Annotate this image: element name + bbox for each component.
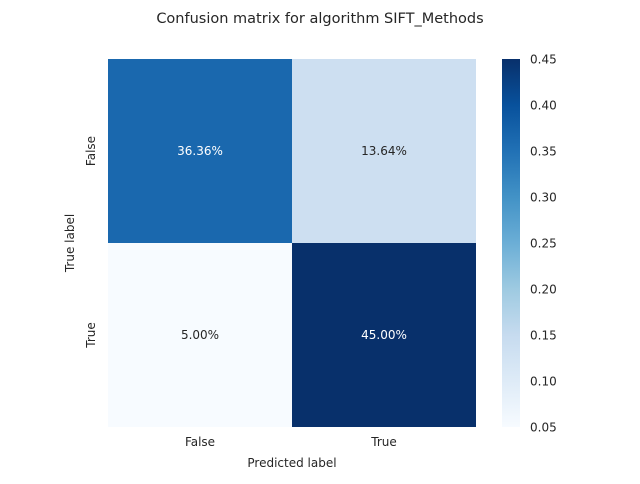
- x-axis-ticks: False True: [185, 435, 397, 449]
- chart-title: Confusion matrix for algorithm SIFT_Meth…: [156, 11, 483, 27]
- colorbar: [502, 59, 520, 427]
- heatmap-cell-0-0: [108, 59, 292, 243]
- heatmap-cell-1-1: [292, 243, 476, 427]
- colorbar-tick-label-8: 0.45: [530, 53, 557, 67]
- heatmap-cell-labels: 36.36% 13.64% 5.00% 45.00%: [177, 144, 407, 342]
- heatmap-cells: [108, 59, 476, 427]
- x-tick-label-0: False: [185, 435, 215, 449]
- y-tick-label-0: False: [84, 136, 98, 166]
- colorbar-tick-label-7: 0.40: [530, 99, 557, 113]
- y-axis-ticks: False True: [84, 136, 98, 349]
- cell-label-1-1: 45.00%: [361, 328, 407, 342]
- y-tick-label-1: True: [84, 322, 98, 349]
- heatmap-cell-0-1: [292, 59, 476, 243]
- x-axis-label: Predicted label: [247, 456, 336, 470]
- colorbar-tick-label-2: 0.15: [530, 329, 557, 343]
- colorbar-tick-label-1: 0.10: [530, 375, 557, 389]
- colorbar-tick-label-3: 0.20: [530, 283, 557, 297]
- x-tick-label-1: True: [370, 435, 397, 449]
- cell-label-0-1: 13.64%: [361, 144, 407, 158]
- colorbar-ticks: 0.05 0.10 0.15 0.20 0.25 0.30 0.35 0.40 0.45: [530, 53, 557, 435]
- y-axis-label: True label: [63, 214, 77, 273]
- colorbar-tick-label-6: 0.35: [530, 145, 557, 159]
- colorbar-tick-label-0: 0.05: [530, 421, 557, 435]
- cell-label-1-0: 5.00%: [181, 328, 219, 342]
- heatmap-cell-1-0: [108, 243, 292, 427]
- cell-label-0-0: 36.36%: [177, 144, 223, 158]
- colorbar-tick-label-4: 0.25: [530, 237, 557, 251]
- colorbar-tick-label-5: 0.30: [530, 191, 557, 205]
